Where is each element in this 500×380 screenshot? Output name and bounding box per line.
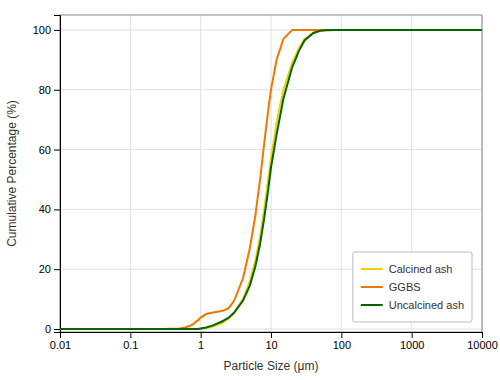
y-axis-tick: 60	[39, 144, 60, 156]
y-axis-tick-mark	[54, 90, 60, 91]
legend-label: GGBS	[389, 281, 421, 293]
y-axis-tick: 40	[39, 203, 60, 215]
grid-line-x	[341, 15, 342, 332]
x-axis-tick-mark	[130, 332, 131, 338]
y-axis-tick: 0	[45, 323, 60, 335]
legend-swatch	[361, 268, 383, 270]
legend-box	[353, 252, 472, 322]
y-axis-tick-mark	[54, 209, 60, 210]
y-axis-tick-label: 40	[39, 203, 51, 215]
y-axis-tick-label: 100	[33, 24, 51, 36]
x-axis-tick-label: 100	[333, 339, 351, 351]
series-line	[60, 30, 482, 329]
legend-item: Uncalcined ash	[361, 299, 464, 311]
y-axis-line	[54, 16, 61, 333]
legend: Calcined ash GGBS Uncalcined ash	[353, 252, 472, 322]
y-axis-tick-label: 80	[39, 84, 51, 96]
y-axis-title: Cumulative Percentage (%)	[5, 100, 19, 247]
x-axis-tick-mark	[482, 332, 483, 338]
x-axis-tick: 0.1	[123, 332, 138, 351]
grid-line-x	[130, 15, 131, 332]
x-axis-tick-label: 0.01	[50, 339, 71, 351]
x-axis-tick-label: 10	[265, 339, 277, 351]
x-axis-line	[61, 333, 483, 339]
legend-label: Uncalcined ash	[389, 299, 464, 311]
y-axis-tick-mark	[54, 329, 60, 330]
y-axis-tick: 20	[39, 263, 60, 275]
y-axis-tick-label: 60	[39, 144, 51, 156]
grid	[60, 15, 482, 332]
y-axis-tick-mark	[54, 269, 60, 270]
x-axis-tick-mark	[341, 332, 342, 338]
grid-line-y	[60, 209, 482, 210]
y-axis-tick-mark	[54, 150, 60, 151]
grid-line-y	[60, 149, 482, 150]
y-axis: 0 20 40 60 80 100	[33, 16, 61, 336]
x-axis-tick-label: 1000	[400, 339, 424, 351]
x-axis-tick-label: 1	[198, 339, 204, 351]
series-line	[60, 30, 482, 329]
plot-frame	[60, 15, 482, 332]
x-axis-tick: 10	[265, 332, 277, 351]
legend-label: Calcined ash	[389, 263, 453, 275]
x-axis-title: Particle Size (μm)	[224, 359, 319, 373]
y-axis-tick-label: 0	[45, 323, 51, 335]
x-axis-tick-label: 0.1	[123, 339, 138, 351]
series-group	[60, 30, 482, 329]
legend-swatch	[361, 286, 383, 288]
x-axis-tick: 100	[333, 332, 351, 351]
chart: 0.01 0.1 1 10 100 1000 10000 0 20 40 60 80 100 Calcin…	[0, 0, 500, 380]
y-axis-tick-mark	[54, 30, 60, 31]
x-axis-tick-mark	[201, 332, 202, 338]
x-axis-tick: 0.01	[50, 332, 71, 351]
y-axis-tick: 100	[33, 24, 60, 36]
y-axis-tick-label: 20	[39, 263, 51, 275]
legend-item: Calcined ash	[361, 263, 453, 275]
legend-swatch	[361, 304, 383, 306]
x-axis-tick: 1000	[400, 332, 424, 351]
series-line	[60, 30, 482, 329]
x-axis-tick-label: 10000	[467, 339, 498, 351]
y-axis-tick: 80	[39, 84, 60, 96]
x-axis-tick-mark	[271, 332, 272, 338]
x-axis-tick-mark	[412, 332, 413, 338]
x-axis-tick: 10000	[467, 332, 498, 351]
x-axis-tick: 1	[198, 332, 204, 351]
x-axis: 0.01 0.1 1 10 100 1000 10000	[50, 332, 498, 351]
plot-area: 0.01 0.1 1 10 100 1000 10000 0 20 40 60 80 100 Calcin…	[33, 15, 498, 351]
legend-item: GGBS	[361, 281, 421, 293]
grid-line-x	[200, 15, 201, 332]
